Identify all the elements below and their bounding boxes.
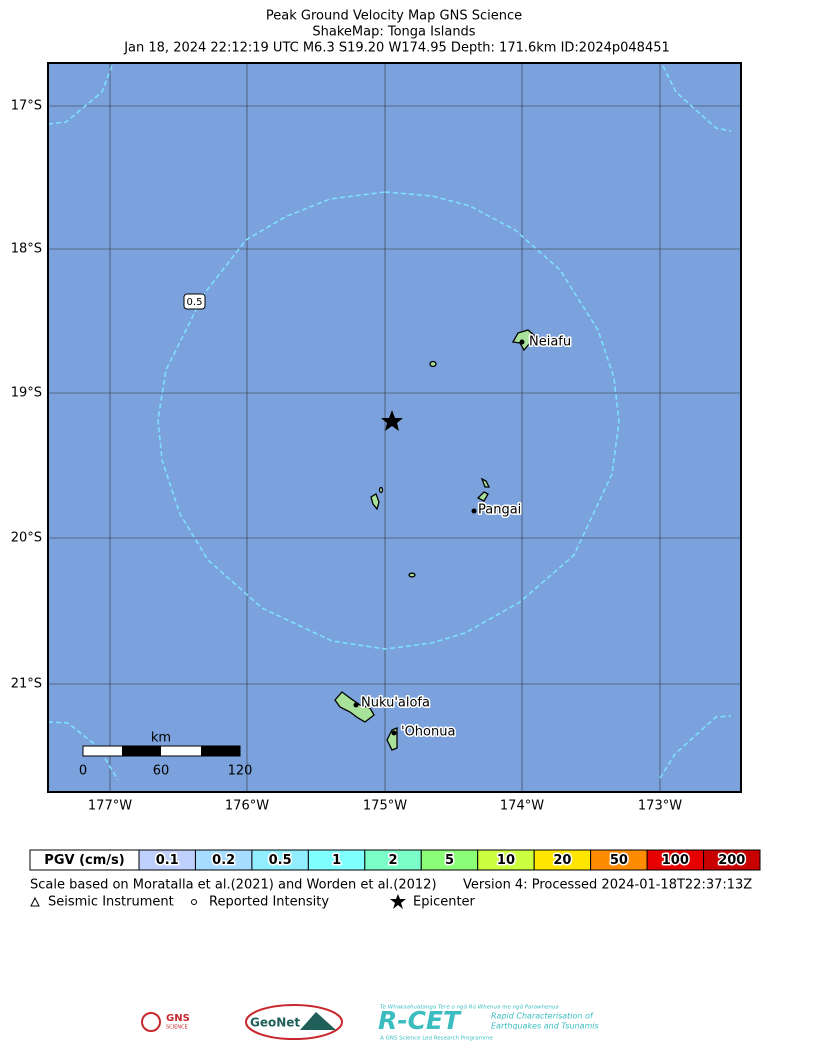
logo-text: Earthquakes and Tsunamis	[491, 1022, 599, 1031]
island	[480, 477, 491, 488]
epicenter-symbol	[390, 894, 406, 909]
footer-note: Scale based on Moratalla et al.(2021) an…	[30, 878, 437, 893]
geonet-logo-mark	[245, 1004, 343, 1040]
island	[429, 360, 437, 368]
logo-text: GNS	[166, 1013, 190, 1024]
legend-bin-label: 20	[553, 853, 571, 868]
map-frame	[47, 62, 742, 793]
geonet-mountain	[300, 1012, 336, 1030]
legend: PGV (cm/s) 0.1 0.2 0.5 1 2 5 10 20 50 100 200	[29, 849, 761, 871]
contour-label-box	[183, 293, 206, 310]
scale-bar-segment	[201, 746, 240, 756]
scale-bar	[82, 745, 241, 757]
logos	[141, 1004, 343, 1040]
logo-text: R-CET	[378, 1006, 462, 1035]
subtitle: ShakeMap: Tonga Islands	[312, 25, 475, 40]
place-marker	[353, 702, 359, 708]
island	[511, 329, 536, 352]
lat-label: 17°S	[11, 99, 42, 114]
lat-label: 20°S	[11, 531, 42, 546]
lon-label: 174°W	[500, 799, 544, 814]
lon-label: 176°W	[225, 799, 269, 814]
place-label: Nuku'alofa	[361, 696, 430, 711]
legend-bin-label: 10	[497, 853, 515, 868]
lon-label: 175°W	[363, 799, 407, 814]
place-label: Neiafu	[529, 335, 571, 350]
lon-label: 173°W	[638, 799, 682, 814]
contour	[47, 65, 113, 125]
place-label: 'Ohonua	[401, 725, 455, 740]
island	[370, 493, 380, 511]
symbol-label: Seismic Instrument	[48, 895, 174, 910]
legend-bin-label: 2	[389, 853, 398, 868]
place-marker	[519, 339, 525, 345]
scale-bar-segment	[122, 746, 161, 756]
logo-text: GeoNet	[250, 1016, 300, 1030]
gns-logo-mark	[141, 1012, 161, 1032]
lat-label: 18°S	[11, 242, 42, 257]
island	[378, 486, 384, 494]
scale-tick: 0	[79, 764, 87, 779]
logo-text: SCIENCE	[166, 1025, 188, 1031]
contour	[47, 721, 119, 781]
place-marker	[471, 508, 477, 514]
scale-tick: 60	[153, 764, 170, 779]
legend-bin-label: 1	[332, 853, 341, 868]
logo-text: A GNS Science Led Research Programme	[380, 1036, 493, 1042]
header: Peak Ground Velocity Map GNS Science Sha…	[123, 9, 670, 56]
contours	[47, 65, 732, 781]
island	[408, 572, 416, 578]
legend-bin-label: 0.2	[212, 853, 235, 868]
symbol-label: Epicenter	[413, 895, 476, 910]
legend-bin-label: 0.5	[269, 853, 292, 868]
island	[476, 491, 489, 502]
lat-label: 19°S	[11, 386, 42, 401]
details: Jan 18, 2024 22:12:19 UTC M6.3 S19.20 W1…	[123, 41, 670, 56]
contour-label: 0.5	[187, 297, 203, 308]
instrument-symbol	[30, 896, 40, 907]
scale-tick: 120	[228, 764, 253, 779]
scale-unit: km	[151, 731, 171, 746]
title: Peak Ground Velocity Map GNS Science	[266, 9, 522, 24]
epicenter-star	[381, 410, 403, 431]
place-label: Pangai	[478, 503, 521, 518]
place-marker	[391, 730, 397, 736]
lon-label: 177°W	[88, 799, 132, 814]
symbol-label: Reported Intensity	[209, 895, 329, 910]
footer-symbols	[30, 894, 406, 909]
legend-bin-label: 50	[610, 853, 628, 868]
lat-label: 21°S	[11, 677, 42, 692]
legend-bin-label: 0.1	[156, 853, 179, 868]
legend-bin-label: 200	[718, 853, 745, 868]
contour	[662, 65, 732, 132]
legend-label: PGV (cm/s)	[44, 853, 124, 868]
legend-bin	[703, 849, 761, 871]
contour	[157, 191, 620, 650]
footer-version: Version 4: Processed 2024-01-18T22:37:13…	[463, 878, 752, 893]
contour	[659, 715, 732, 779]
map: Neiafu Pangai Nuku'alofa 'Ohonua 0.5 km 0 60 120	[47, 62, 742, 793]
legend-bin-label: 5	[445, 853, 454, 868]
logo-text: Rapid Characterisation of	[491, 1012, 594, 1021]
intensity-symbol	[191, 899, 197, 905]
logo-text: Te Whakaahuatanga Tere o ngā Rū Whenua m…	[380, 1005, 559, 1011]
legend-bin-label: 100	[662, 853, 689, 868]
